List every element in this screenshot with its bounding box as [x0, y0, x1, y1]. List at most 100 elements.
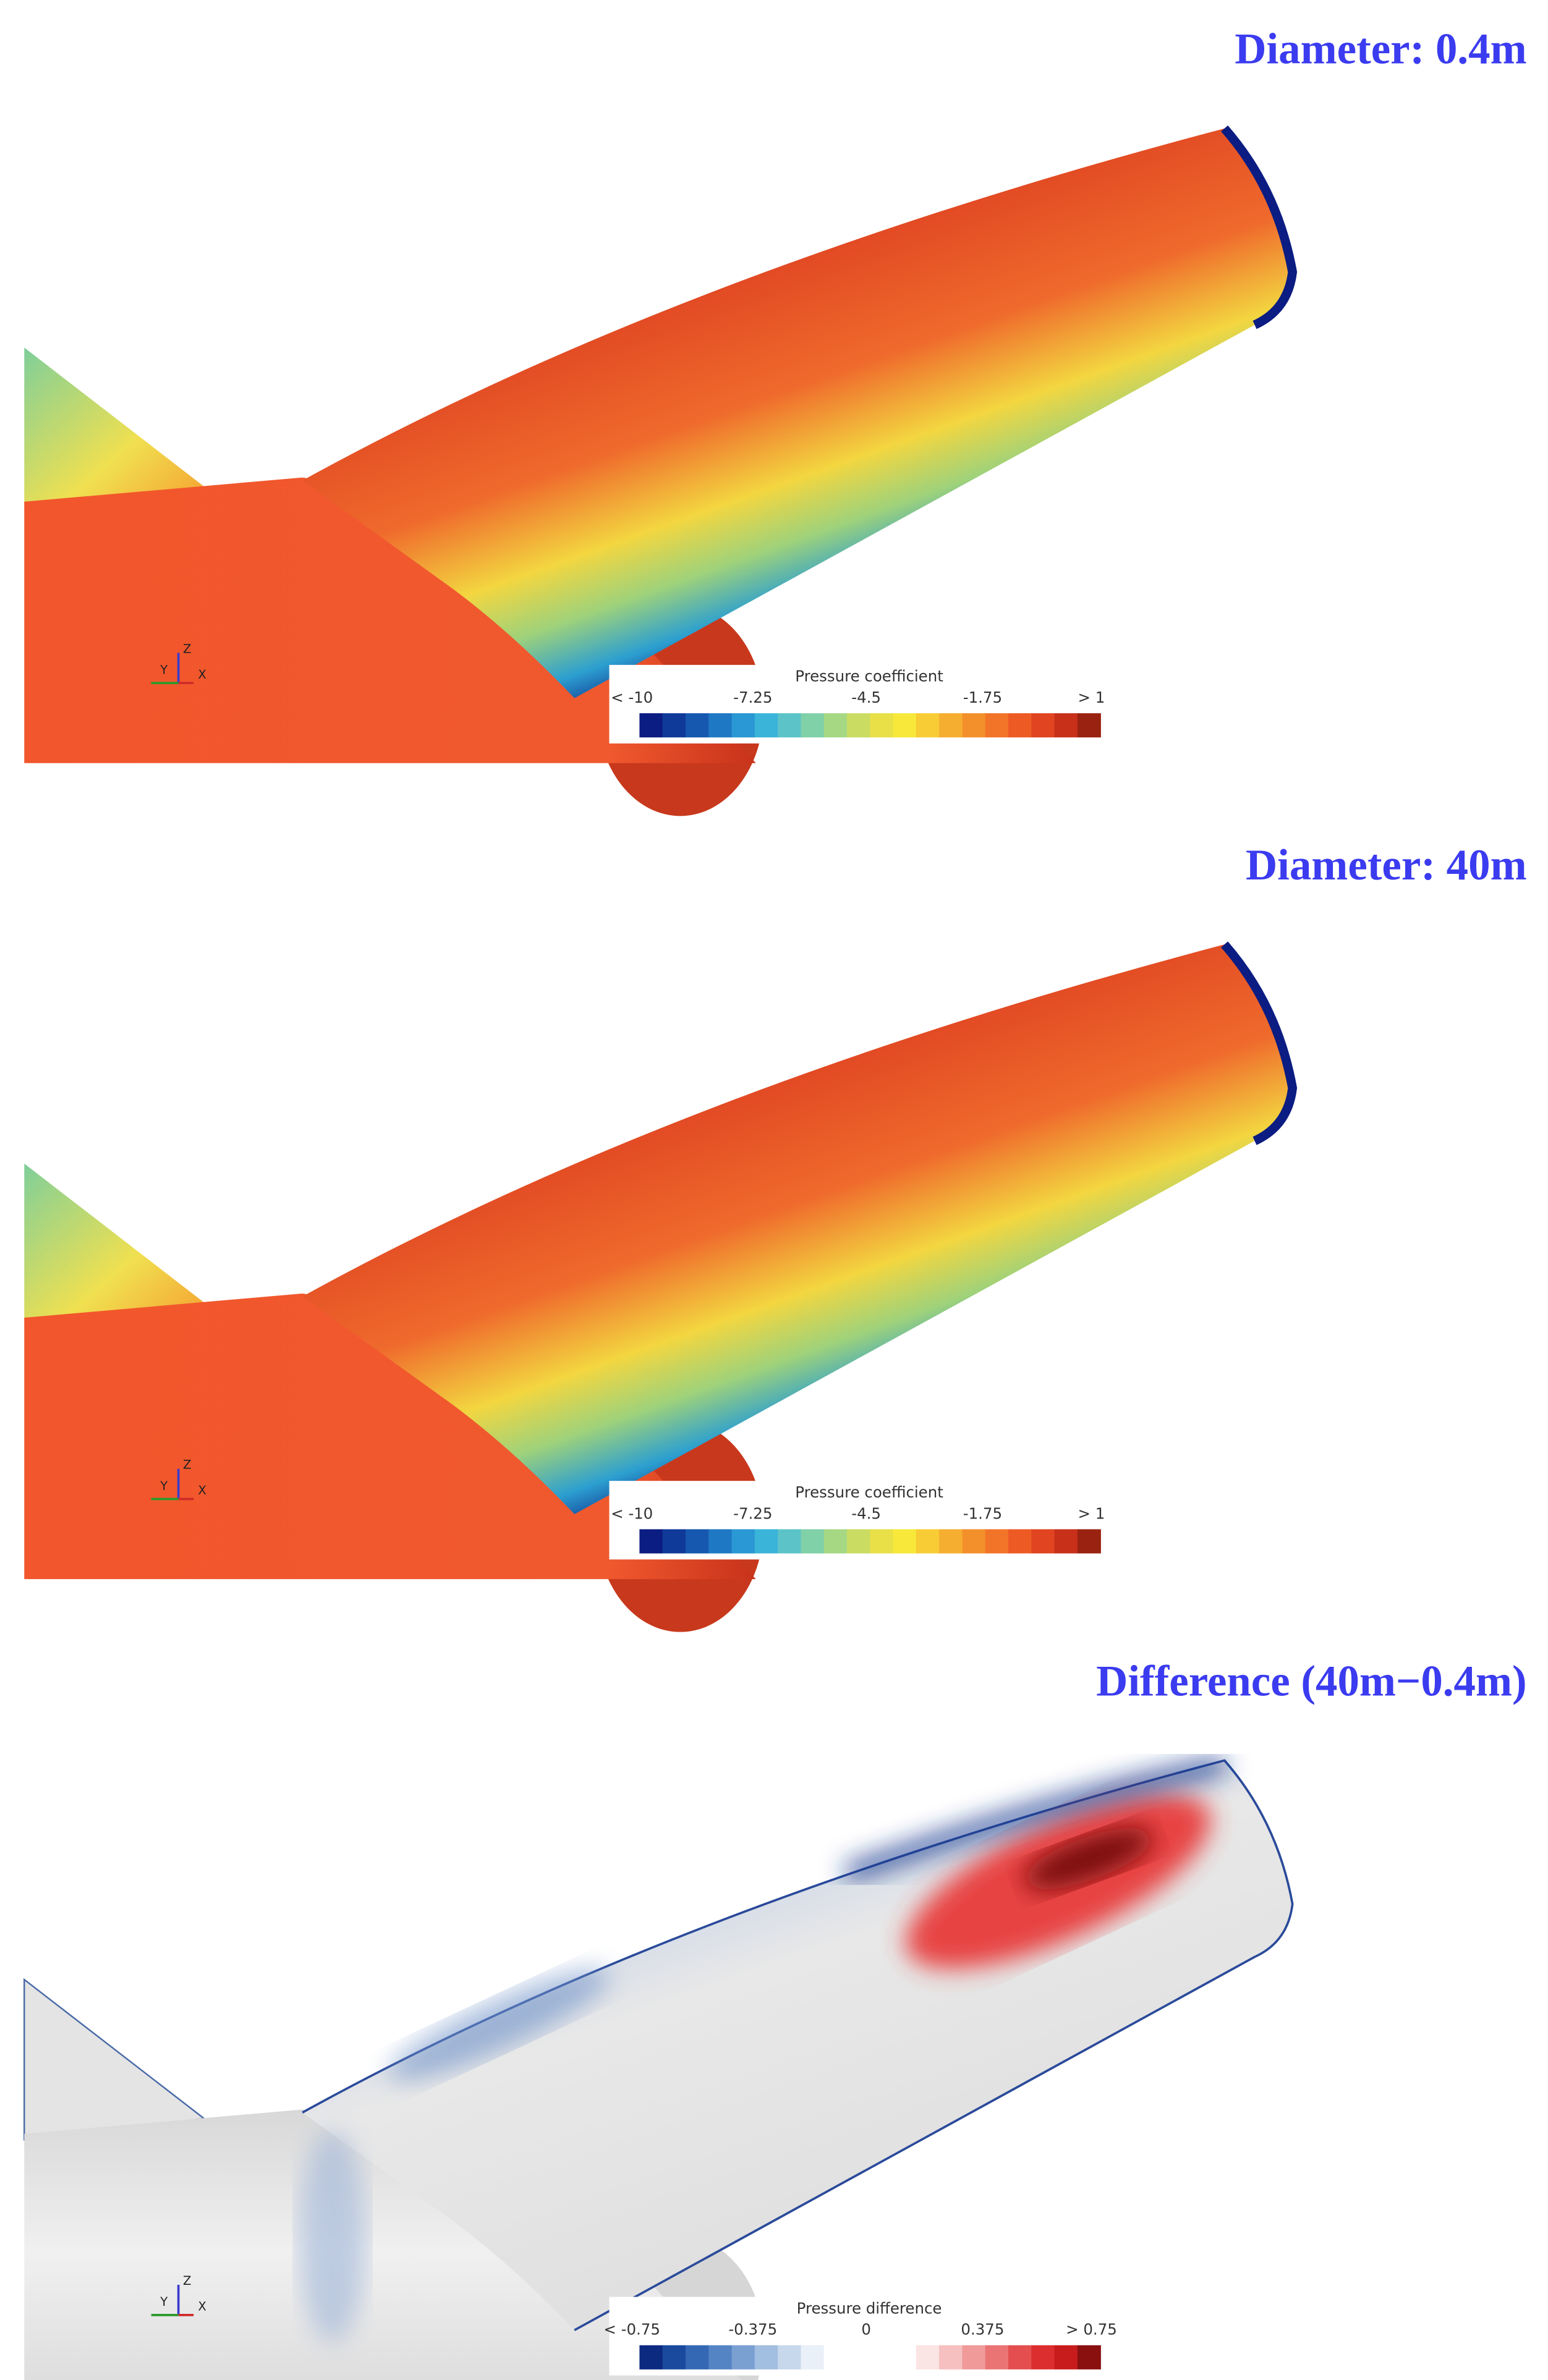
- colorbar-step: [708, 713, 733, 738]
- colorbar-step: [985, 713, 1009, 738]
- colorbar-step: [846, 1529, 870, 1554]
- panel-title: Difference (40m−0.4m): [1096, 1657, 1527, 1705]
- triad-label: Z: [183, 642, 191, 656]
- colorbar-step: [778, 713, 802, 738]
- colorbar-step: [731, 2345, 755, 2369]
- triad-label: X: [198, 1483, 206, 1497]
- colorbar-step: [1031, 2345, 1055, 2369]
- legend-title: Pressure difference: [797, 2299, 942, 2317]
- colorbar-step: [1054, 713, 1078, 738]
- legend-tick-label: -1.75: [963, 1504, 1002, 1522]
- colorbar-step: [962, 2345, 986, 2369]
- colorbar-step: [985, 2345, 1009, 2369]
- colorbar-step: [893, 2345, 917, 2369]
- panel-title: Diameter: 40m: [1246, 841, 1527, 889]
- legend-tick-label: > 1: [1078, 688, 1105, 706]
- colorbar-step: [985, 1529, 1009, 1554]
- colorbar-step: [1077, 713, 1101, 738]
- triad-label: Z: [183, 2274, 191, 2288]
- colorbar-step: [962, 1529, 986, 1554]
- colorbar-step: [893, 713, 917, 738]
- colorbar-step: [939, 1529, 963, 1554]
- colorbar-step: [685, 713, 709, 738]
- legend-tick-label: 0.375: [961, 2321, 1004, 2339]
- colorbar-step: [685, 1529, 709, 1554]
- colorbar-step: [823, 1529, 848, 1554]
- legend-tick-label: -4.5: [851, 1504, 881, 1522]
- colorbar-step: [662, 2345, 686, 2369]
- colorbar-step: [916, 713, 940, 738]
- colorbar-step: [754, 1529, 778, 1554]
- colorbar-step: [685, 2345, 709, 2369]
- triad-label: Y: [159, 2295, 168, 2309]
- colorbar-step: [1054, 2345, 1078, 2369]
- triad-label: Y: [159, 1479, 168, 1493]
- panel-title: Diameter: 0.4m: [1235, 25, 1526, 74]
- colorbar-step: [893, 1529, 917, 1554]
- triad-label: X: [198, 667, 206, 682]
- colorbar-step: [801, 1529, 825, 1554]
- blade-edge: [1221, 125, 1298, 329]
- panel: Y ZX Difference (40m−0.4m) Pressure differe…: [23, 1657, 1527, 2380]
- colorbar-step: [1054, 1529, 1078, 1554]
- legend-tick-label: -4.5: [851, 688, 881, 706]
- colorbar-step: [870, 1529, 894, 1554]
- legend-tick-label: < -0.75: [603, 2321, 660, 2339]
- colorbar-step: [801, 713, 825, 738]
- legend-tick-label: < -10: [611, 1504, 653, 1522]
- colorbar-step: [731, 1529, 755, 1554]
- blade: [302, 944, 1293, 1514]
- colorbar-step: [731, 713, 755, 738]
- blue-patch: [299, 2130, 366, 2342]
- left-blade: [24, 1163, 205, 1324]
- legend-tick-label: 0: [861, 2321, 871, 2339]
- colorbar-step: [1031, 713, 1055, 738]
- left-blade: [24, 347, 205, 508]
- triad-label: Y: [159, 663, 168, 677]
- colorbar-step: [846, 2345, 870, 2369]
- colorbar-step: [916, 2345, 940, 2369]
- red-core: [1024, 1827, 1153, 1889]
- colorbar-step: [1008, 2345, 1032, 2369]
- legend-tick-label: > 1: [1078, 1504, 1105, 1522]
- legend-title: Pressure coefficient: [795, 1483, 943, 1501]
- blade-edge: [1221, 941, 1298, 1145]
- colorbar-step: [916, 1529, 940, 1554]
- triad-label: Z: [183, 1458, 191, 1472]
- legend-tick-label: -7.25: [733, 688, 772, 706]
- left-blade: [23, 1978, 206, 2141]
- legend-tick-label: < -10: [611, 688, 653, 706]
- blue-edge: [844, 1757, 1227, 1881]
- colorbar-step: [754, 2345, 778, 2369]
- colorbar-step: [1077, 2345, 1101, 2369]
- colorbar-step: [1008, 713, 1032, 738]
- panel: Y ZX Diameter: 0.4m Pressure coefficient < -…: [24, 25, 1527, 816]
- triad-label: X: [198, 2300, 206, 2314]
- colorbar-step: [846, 713, 870, 738]
- legend-tick-label: > 0.75: [1066, 2321, 1117, 2339]
- colorbar-step: [778, 1529, 802, 1554]
- colorbar-step: [1031, 1529, 1055, 1554]
- colorbar-step: [823, 713, 848, 738]
- colorbar-step: [1077, 1529, 1101, 1554]
- colorbar-step: [1008, 1529, 1032, 1554]
- colorbar-step: [801, 2345, 825, 2369]
- colorbar-step: [939, 713, 963, 738]
- colorbar-step: [708, 2345, 733, 2369]
- colorbar-step: [708, 1529, 733, 1554]
- colorbar-step: [823, 2345, 848, 2369]
- legend-tick-label: -1.75: [963, 688, 1002, 706]
- colorbar-step: [870, 713, 894, 738]
- colorbar-step: [870, 2345, 894, 2369]
- colorbar-step: [962, 713, 986, 738]
- colorbar-step: [939, 2345, 963, 2369]
- legend-tick-label: -0.375: [728, 2321, 777, 2339]
- colorbar-step: [778, 2345, 802, 2369]
- colorbar-step: [639, 1529, 663, 1554]
- colorbar-step: [639, 2345, 663, 2369]
- colorbar-step: [662, 713, 686, 738]
- panel: Y ZX Diameter: 40m Pressure coefficient < -1…: [24, 841, 1527, 1632]
- blue-patch: [388, 1969, 610, 2081]
